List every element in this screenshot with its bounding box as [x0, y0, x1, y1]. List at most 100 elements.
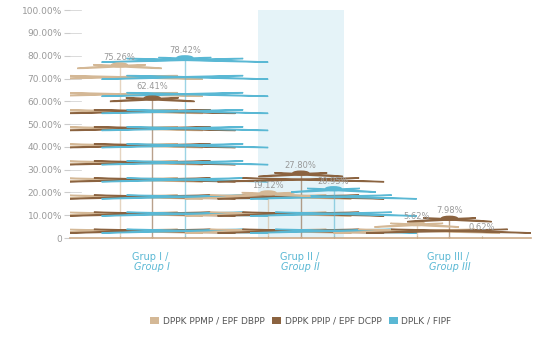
Ellipse shape — [36, 178, 178, 182]
Ellipse shape — [293, 171, 309, 175]
Ellipse shape — [94, 178, 236, 182]
Ellipse shape — [94, 195, 236, 199]
Ellipse shape — [94, 110, 236, 114]
Ellipse shape — [36, 127, 178, 131]
Ellipse shape — [126, 127, 268, 131]
Text: Grup I /: Grup I / — [132, 252, 172, 262]
Ellipse shape — [210, 195, 352, 199]
Ellipse shape — [292, 188, 360, 192]
Ellipse shape — [217, 195, 359, 199]
Ellipse shape — [259, 173, 327, 176]
Ellipse shape — [61, 127, 203, 131]
Ellipse shape — [126, 98, 195, 102]
Ellipse shape — [326, 187, 341, 191]
Ellipse shape — [112, 63, 127, 67]
Ellipse shape — [36, 195, 178, 199]
Ellipse shape — [126, 212, 268, 216]
Ellipse shape — [36, 161, 178, 165]
Ellipse shape — [358, 229, 500, 233]
Ellipse shape — [101, 195, 243, 199]
Ellipse shape — [126, 58, 268, 62]
Ellipse shape — [275, 229, 417, 233]
Ellipse shape — [185, 212, 327, 216]
Ellipse shape — [36, 92, 178, 96]
Ellipse shape — [423, 218, 492, 222]
Text: Grup II /: Grup II / — [280, 252, 322, 262]
Ellipse shape — [143, 57, 211, 61]
Ellipse shape — [126, 144, 268, 148]
Ellipse shape — [69, 144, 211, 148]
Ellipse shape — [217, 229, 359, 233]
Ellipse shape — [101, 58, 243, 62]
Ellipse shape — [210, 229, 352, 233]
Ellipse shape — [250, 212, 392, 216]
Ellipse shape — [144, 96, 160, 100]
Ellipse shape — [101, 212, 243, 216]
Ellipse shape — [126, 92, 268, 96]
Ellipse shape — [260, 191, 276, 195]
Ellipse shape — [94, 212, 236, 216]
Ellipse shape — [69, 110, 211, 114]
Ellipse shape — [101, 127, 243, 131]
Ellipse shape — [307, 188, 376, 192]
Ellipse shape — [366, 229, 508, 233]
Text: 5.62%: 5.62% — [403, 211, 430, 221]
Text: 78.42%: 78.42% — [169, 46, 201, 55]
Ellipse shape — [275, 212, 417, 216]
FancyBboxPatch shape — [257, 10, 344, 238]
Ellipse shape — [61, 229, 203, 233]
Ellipse shape — [126, 110, 268, 114]
Ellipse shape — [61, 161, 203, 165]
Ellipse shape — [36, 229, 178, 233]
Ellipse shape — [126, 229, 268, 233]
Ellipse shape — [36, 212, 178, 216]
Text: Group II: Group II — [281, 262, 320, 272]
Ellipse shape — [94, 144, 236, 148]
Ellipse shape — [177, 56, 193, 60]
Ellipse shape — [242, 212, 384, 216]
Ellipse shape — [242, 192, 310, 196]
Text: 75.26%: 75.26% — [104, 53, 136, 62]
Ellipse shape — [94, 127, 236, 131]
Ellipse shape — [61, 144, 203, 148]
Ellipse shape — [69, 161, 211, 165]
Ellipse shape — [185, 195, 327, 199]
Ellipse shape — [391, 229, 533, 233]
Ellipse shape — [275, 195, 417, 199]
Ellipse shape — [69, 127, 211, 131]
Text: 0.62%: 0.62% — [469, 223, 495, 232]
Ellipse shape — [94, 229, 236, 233]
Text: Group III: Group III — [429, 262, 470, 272]
Ellipse shape — [242, 178, 384, 182]
Ellipse shape — [390, 223, 459, 227]
Text: Group I: Group I — [134, 262, 170, 272]
Text: 20.95%: 20.95% — [318, 177, 349, 186]
Ellipse shape — [242, 195, 384, 199]
Ellipse shape — [409, 222, 425, 226]
Ellipse shape — [69, 178, 211, 182]
Ellipse shape — [242, 229, 384, 233]
Text: 27.80%: 27.80% — [285, 161, 317, 170]
Ellipse shape — [126, 195, 268, 199]
Ellipse shape — [217, 178, 359, 182]
Ellipse shape — [61, 195, 203, 199]
Ellipse shape — [61, 110, 203, 114]
Ellipse shape — [333, 229, 475, 233]
Ellipse shape — [36, 144, 178, 148]
Ellipse shape — [69, 195, 211, 199]
Ellipse shape — [407, 218, 476, 222]
Ellipse shape — [101, 178, 243, 182]
Ellipse shape — [36, 75, 178, 79]
Ellipse shape — [126, 161, 268, 165]
Ellipse shape — [126, 75, 268, 79]
Ellipse shape — [185, 229, 327, 233]
Ellipse shape — [126, 178, 268, 182]
Ellipse shape — [101, 161, 243, 165]
Ellipse shape — [110, 98, 178, 102]
Ellipse shape — [159, 57, 227, 61]
Ellipse shape — [217, 212, 359, 216]
Ellipse shape — [61, 92, 203, 96]
Legend: DPPK PPMP / EPF DBPP, DPPK PPIP / EPF DCPP, DPLK / FIPF: DPPK PPMP / EPF DBPP, DPPK PPIP / EPF DC… — [147, 313, 455, 329]
Ellipse shape — [442, 216, 457, 220]
Ellipse shape — [210, 212, 352, 216]
